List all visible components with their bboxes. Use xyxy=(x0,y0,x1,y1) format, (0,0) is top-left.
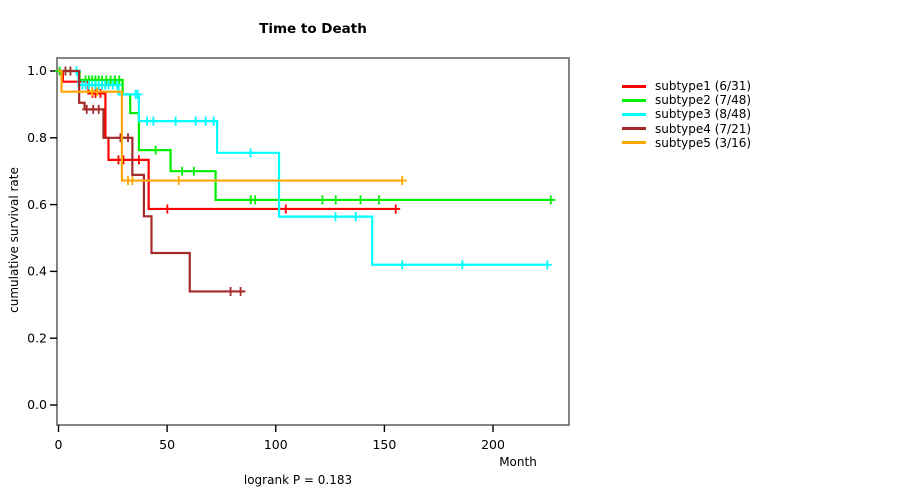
x-tick-label: 0 xyxy=(55,437,63,452)
plot-box xyxy=(56,57,570,426)
legend-label: subtype1 (6/31) xyxy=(655,79,752,93)
censor-mark-subtype3 xyxy=(201,116,211,126)
censor-mark-subtype3 xyxy=(148,116,158,126)
x-axis-label: Month xyxy=(499,455,537,469)
censor-mark-subtype5 xyxy=(397,176,407,186)
y-tick-label: 0.8 xyxy=(27,130,47,145)
censor-mark-subtype2 xyxy=(189,166,199,176)
censor-mark-subtype3 xyxy=(112,80,122,90)
censor-mark-subtype3 xyxy=(351,212,361,222)
legend-item-subtype3: subtype3 (8/48) xyxy=(622,107,751,121)
censor-mark-subtype5 xyxy=(92,87,102,97)
legend-color-line xyxy=(622,84,646,88)
censor-mark-subtype5 xyxy=(127,176,137,186)
censor-mark-subtype1 xyxy=(281,204,291,214)
censor-mark-subtype3 xyxy=(209,116,219,126)
x-tick-label: 200 xyxy=(481,437,505,452)
censor-mark-subtype2 xyxy=(177,166,187,176)
censor-mark-subtype3 xyxy=(397,260,407,270)
censor-mark-subtype3 xyxy=(457,260,467,270)
censor-mark-subtype1 xyxy=(391,204,401,214)
x-tick-label: 150 xyxy=(372,437,396,452)
legend-color-line xyxy=(622,112,646,116)
x-tick-label: 50 xyxy=(159,437,175,452)
x-tick-label: 100 xyxy=(264,437,288,452)
legend-item-subtype5: subtype5 (3/16) xyxy=(622,136,751,150)
censor-mark-subtype2 xyxy=(317,195,327,205)
censor-mark-subtype3 xyxy=(246,148,256,158)
censor-mark-subtype4 xyxy=(115,133,125,143)
y-tick-label: 0.6 xyxy=(27,197,47,212)
censor-mark-subtype2 xyxy=(355,195,365,205)
y-tick-label: 1.0 xyxy=(27,63,47,78)
censor-mark-subtype3 xyxy=(171,116,181,126)
censor-mark-subtype5 xyxy=(174,176,184,186)
censor-mark-subtype3 xyxy=(542,260,552,270)
censor-mark-subtype4 xyxy=(65,66,75,76)
censor-mark-subtype2 xyxy=(374,195,384,205)
survival-curve-subtype5 xyxy=(58,69,403,182)
censor-mark-subtype4 xyxy=(236,286,246,296)
legend-item-subtype2: subtype2 (7/48) xyxy=(622,93,751,107)
legend-color-line xyxy=(622,127,646,131)
censor-mark-subtype3 xyxy=(191,116,201,126)
legend-color-line xyxy=(622,141,646,145)
survival-curve-subtype1 xyxy=(58,69,396,211)
censor-mark-subtype4 xyxy=(123,133,133,143)
censor-mark-subtype2 xyxy=(331,195,341,205)
legend-color-line xyxy=(622,98,646,102)
survival-curve-subtype4 xyxy=(58,69,246,293)
y-tick-label: 0.4 xyxy=(27,264,47,279)
legend-label: subtype5 (3/16) xyxy=(655,135,752,150)
censor-mark-subtype2 xyxy=(250,195,260,205)
legend-label: subtype2 (7/48) xyxy=(655,93,752,108)
censor-mark-subtype1 xyxy=(134,155,144,165)
legend-item-subtype1: subtype1 (6/31) xyxy=(622,79,751,93)
chart-title: Time to Death xyxy=(259,21,367,37)
censor-mark-subtype3 xyxy=(133,89,143,99)
censor-mark-subtype2 xyxy=(151,145,161,155)
censor-mark-subtype1 xyxy=(118,155,128,165)
censor-mark-subtype2 xyxy=(546,195,556,205)
y-axis-label: cumulative survival rate xyxy=(7,167,21,313)
censor-mark-subtype4 xyxy=(226,286,236,296)
censor-mark-subtype2 xyxy=(114,75,124,85)
logrank-p-annotation: logrank P = 0.183 xyxy=(243,473,353,487)
legend-item-subtype4: subtype4 (7/21) xyxy=(622,122,751,136)
censor-mark-subtype3 xyxy=(331,212,341,222)
legend: subtype1 (6/31) subtype2 (7/48) subtype3 (… xyxy=(622,79,751,150)
y-tick-label: 0.0 xyxy=(27,397,47,412)
legend-label: subtype4 (7/21) xyxy=(655,121,752,136)
legend-label: subtype3 (8/48) xyxy=(655,107,752,122)
y-tick-label: 0.2 xyxy=(27,330,47,345)
censor-mark-subtype4 xyxy=(94,104,104,114)
censor-mark-subtype1 xyxy=(162,204,172,214)
